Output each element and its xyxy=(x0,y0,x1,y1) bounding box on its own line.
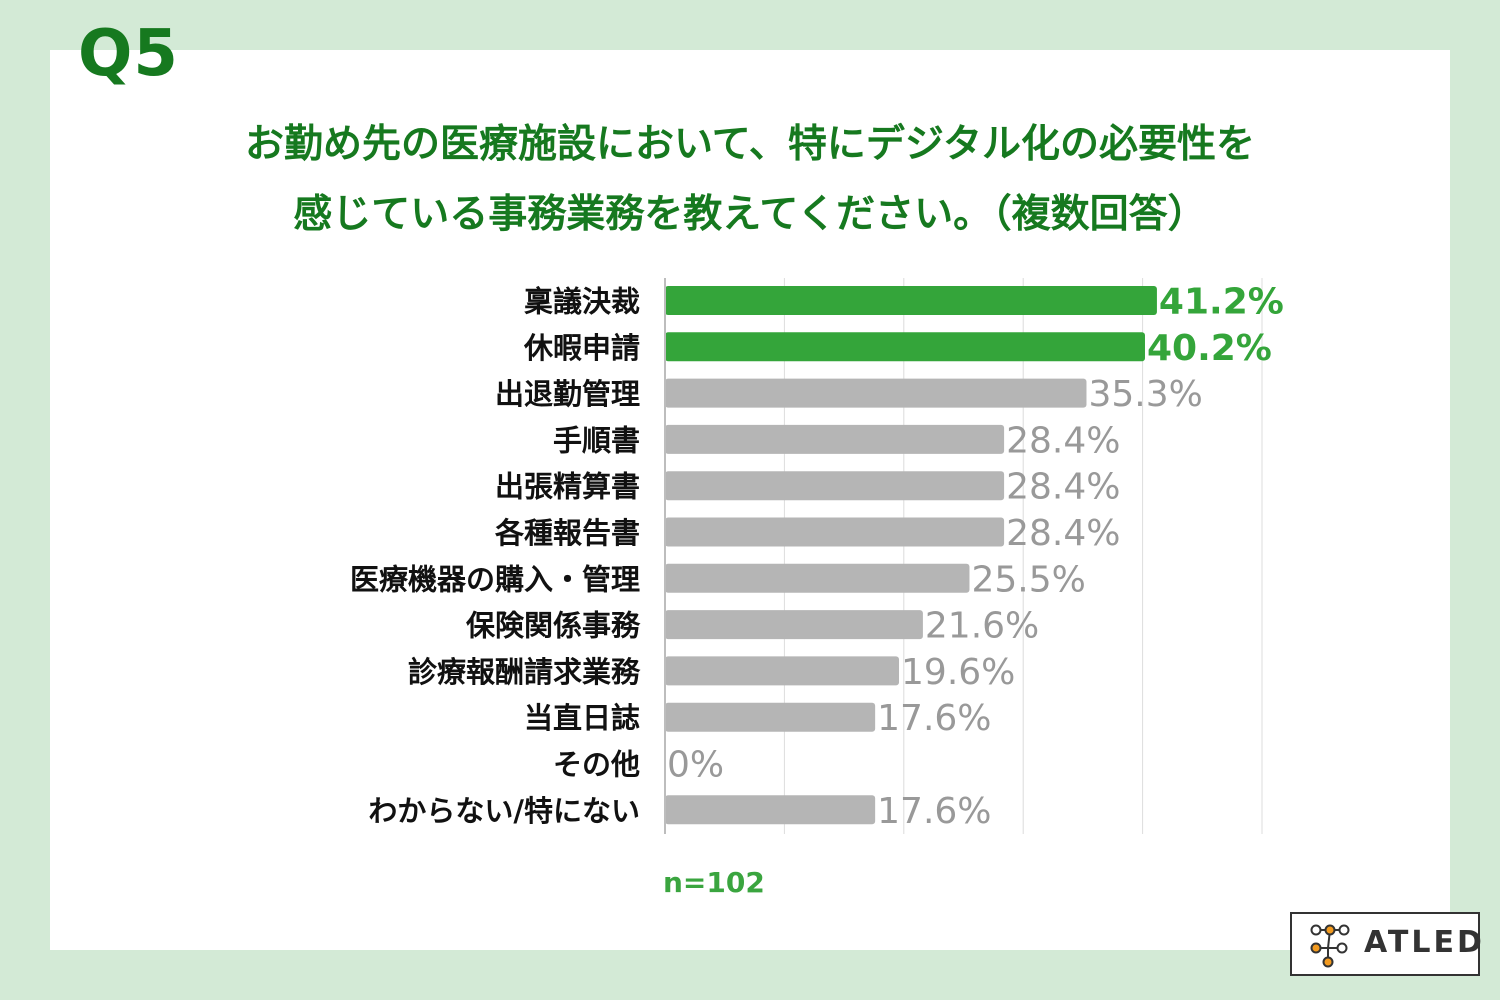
value-label: 17.6% xyxy=(877,698,991,739)
chart-title: お勤め先の医療施設において、特にデジタル化の必要性を 感じている事務業務を教えて… xyxy=(50,110,1450,250)
bar xyxy=(665,610,923,640)
bar xyxy=(665,286,1157,315)
category-label: 当直日誌 xyxy=(524,701,640,735)
title-line-2: 感じている事務業務を教えてください。（複数回答） xyxy=(293,192,1207,237)
sample-size-note: n=102 xyxy=(663,866,765,899)
category-label: 稟議決裁 xyxy=(524,285,640,319)
value-label: 28.4% xyxy=(1006,420,1120,461)
title-line-1: お勤め先の医療施設において、特にデジタル化の必要性を xyxy=(244,122,1256,167)
bar xyxy=(665,332,1145,362)
bar xyxy=(665,378,1087,408)
category-label: 出張精算書 xyxy=(495,470,640,504)
value-label: 28.4% xyxy=(1006,467,1120,508)
value-label: 19.6% xyxy=(901,652,1015,693)
category-label: 手順書 xyxy=(553,423,640,457)
value-label: 25.5% xyxy=(971,559,1085,600)
category-label: わからない/特にない xyxy=(368,794,640,828)
value-label: 21.6% xyxy=(925,606,1039,647)
value-label: 41.2% xyxy=(1159,282,1284,323)
question-number: Q5 xyxy=(78,17,179,91)
value-label: 0% xyxy=(667,745,724,786)
category-label: 医療機器の購入・管理 xyxy=(350,562,640,596)
bar xyxy=(665,563,970,593)
bar xyxy=(665,702,876,732)
value-label: 40.2% xyxy=(1147,328,1272,369)
bar xyxy=(665,517,1005,547)
bar xyxy=(665,424,1005,454)
bar xyxy=(665,795,876,825)
category-label: 診療報酬請求業務 xyxy=(408,655,641,689)
bar xyxy=(665,471,1005,501)
category-label: 休暇申請 xyxy=(523,331,640,365)
value-label: 28.4% xyxy=(1006,513,1120,554)
category-label: 各種報告書 xyxy=(494,516,640,550)
atled-logo: ATLED xyxy=(1290,912,1482,976)
logo-mark-icon xyxy=(1310,924,1350,968)
category-label: 保険関係事務 xyxy=(465,609,641,643)
category-label: 出退勤管理 xyxy=(495,377,640,411)
value-label: 17.6% xyxy=(877,791,991,832)
bar xyxy=(665,656,900,686)
category-label: その他 xyxy=(553,748,640,782)
logo-text: ATLED xyxy=(1364,925,1485,960)
value-label: 35.3% xyxy=(1088,374,1202,415)
